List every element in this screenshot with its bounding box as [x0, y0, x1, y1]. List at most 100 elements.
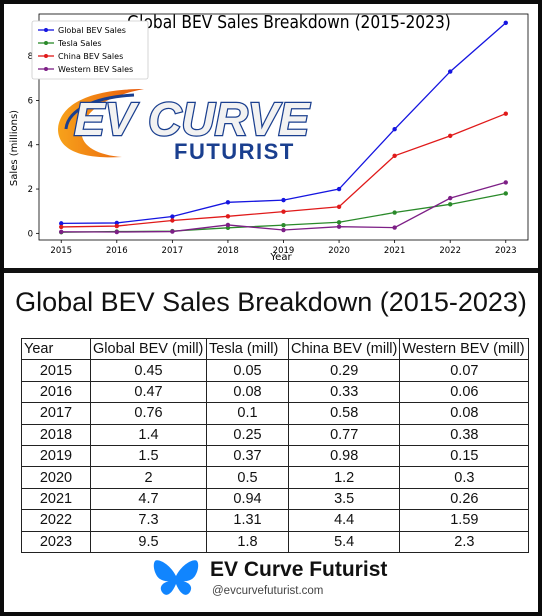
data-point: [392, 210, 397, 215]
legend-marker: [44, 28, 48, 32]
table-cell: 2020: [21, 466, 91, 489]
table-cell: 2019: [21, 444, 91, 468]
x-tick-label: 2020: [328, 246, 350, 256]
data-point: [59, 221, 64, 226]
header-global: Global BEV (mill): [90, 337, 207, 361]
data-point: [503, 20, 508, 26]
data-point: [225, 214, 231, 219]
x-tick-label: 2019: [273, 246, 295, 256]
infographic: Global BEV Sales Breakdown (2015-2023) 2…: [4, 4, 538, 612]
table-cell: 0.3: [399, 466, 530, 489]
ev-curve-futurist-logo: EV CURVE FUTURIST: [58, 89, 312, 164]
data-point: [336, 220, 342, 225]
legend-marker: [44, 41, 48, 45]
data-point: [225, 222, 231, 228]
data-point: [503, 191, 508, 196]
table-cell: 2018: [21, 423, 91, 446]
legend-box: [31, 20, 149, 80]
table-cell: 4.4: [287, 509, 401, 532]
data-point: [392, 225, 397, 230]
table-cell: 0.38: [399, 423, 530, 446]
table-cell: 1.59: [399, 509, 530, 532]
y-tick-label: 2: [28, 185, 33, 195]
header-china: China BEV (mill): [287, 337, 401, 361]
line-chart: Global BEV Sales Breakdown (2015-2023) 2…: [4, 4, 538, 266]
y-tick-label: 4: [28, 141, 33, 151]
table-row: 2022 7.3 1.31 4.4 1.59: [21, 509, 530, 532]
logo-swoosh: [58, 89, 144, 158]
header-western: Western BEV (mill): [399, 337, 530, 361]
table-cell: 2.3: [399, 530, 530, 553]
table-row: 2021 4.7 0.94 3.5 0.26: [21, 487, 530, 511]
table-cell: 1.2: [287, 466, 401, 489]
table-row: 2020 2 0.5 1.2 0.3: [21, 466, 530, 489]
data-point: [503, 111, 508, 116]
table-cell: 0.06: [399, 380, 530, 404]
table-cell: 2015: [21, 359, 91, 382]
data-point: [59, 224, 64, 230]
data-point: [392, 153, 397, 159]
x-tick-label: 2017: [162, 246, 184, 256]
table-cell: 0.07: [399, 359, 530, 382]
table-cell: 1.31: [206, 509, 289, 532]
data-point: [114, 220, 119, 226]
legend-marker: [44, 54, 48, 58]
table-cell: 2023: [21, 530, 91, 553]
x-tick-label: 2016: [106, 246, 128, 256]
header-tesla: Tesla (mill): [206, 337, 289, 361]
x-tick-label: 2023: [495, 246, 517, 256]
table-cell: 0.47: [90, 380, 207, 404]
data-point: [281, 222, 286, 228]
x-tick-label: 2018: [217, 246, 239, 256]
legend-label: Western BEV Sales: [58, 65, 133, 74]
table-row: 2016 0.47 0.08 0.33 0.06: [21, 380, 530, 404]
table-cell: 1.8: [206, 530, 289, 553]
table-cell: 2: [90, 466, 207, 489]
data-point: [281, 197, 286, 203]
data-point: [281, 209, 286, 214]
data-point: [225, 200, 231, 205]
header-year: Year: [21, 337, 91, 361]
table-cell: 0.05: [206, 359, 289, 382]
data-point: [448, 195, 453, 201]
data-point: [336, 204, 342, 209]
table-cell: 0.98: [287, 444, 401, 468]
table-cell: 0.1: [206, 402, 289, 425]
table-cell: 1.5: [90, 444, 207, 468]
table-cell: 0.15: [399, 444, 530, 468]
table-cell: 0.37: [206, 444, 289, 468]
x-tick-label: 2015: [50, 246, 72, 256]
chart-title: Global BEV Sales Breakdown (2015-2023): [127, 11, 451, 32]
data-point: [170, 214, 175, 219]
data-point: [114, 223, 119, 229]
data-point: [170, 229, 175, 234]
data-point: [336, 186, 342, 192]
table-cell: 0.58: [287, 402, 401, 425]
table-cell: 0.33: [287, 380, 401, 404]
y-tick-label: 8: [28, 52, 33, 62]
table-cell: 0.08: [206, 380, 289, 404]
data-point: [503, 180, 508, 185]
table-title: Global BEV Sales Breakdown (2015-2023): [15, 287, 527, 317]
table-cell: 0.76: [90, 402, 207, 425]
table-cell: 9.5: [90, 530, 207, 553]
table-row: 2018 1.4 0.25 0.77 0.38: [21, 423, 530, 446]
y-tick-label: 6: [28, 96, 33, 106]
chart-svg: Global BEV Sales Breakdown (2015-2023) 2…: [9, 11, 529, 263]
data-point: [170, 218, 175, 223]
data-point: [336, 224, 342, 229]
data-point: [448, 202, 453, 207]
legend-label: Global BEV Sales: [58, 26, 126, 35]
data-table: Year Global BEV (mill) Tesla (mill) Chin…: [21, 337, 530, 553]
table-cell: 5.4: [287, 530, 401, 553]
table-row: 2015 0.45 0.05 0.29 0.07: [21, 359, 530, 382]
y-axis-label: Sales (millions): [9, 110, 20, 186]
x-tick-label: 2022: [439, 246, 461, 256]
legend-marker: [44, 67, 48, 71]
y-tick-label: 0: [28, 229, 33, 239]
x-tick-label: 2021: [384, 246, 406, 256]
butterfly-icon: [153, 560, 199, 595]
table-cell: 0.08: [399, 402, 530, 425]
footer-handle[interactable]: @evcurvefuturist.com: [212, 585, 324, 597]
legend-label: China BEV Sales: [58, 52, 123, 61]
